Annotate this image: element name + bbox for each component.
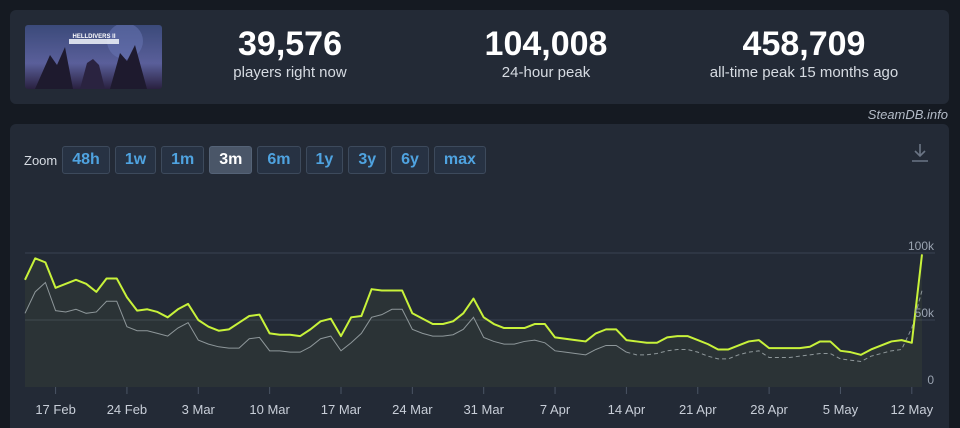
x-tick-label: 14 Apr bbox=[608, 402, 646, 417]
zoom-bar: Zoom 48h 1w 1m 3m 6m 1y 3y 6y max bbox=[24, 146, 491, 174]
download-chart-button[interactable] bbox=[909, 142, 931, 164]
x-tick-label: 31 Mar bbox=[463, 402, 504, 417]
zoom-button-1y[interactable]: 1y bbox=[305, 146, 344, 174]
zoom-button-6y[interactable]: 6y bbox=[391, 146, 429, 174]
y-tick-label: 100k bbox=[908, 239, 935, 253]
svg-text:HELLDIVERS II: HELLDIVERS II bbox=[72, 34, 115, 40]
stat-24h-peak: 104,008 24-hour peak bbox=[436, 24, 656, 82]
x-tick-label: 5 May bbox=[823, 402, 859, 417]
players-area bbox=[25, 254, 922, 387]
x-tick-label: 17 Feb bbox=[35, 402, 75, 417]
stat-current-players: 39,576 players right now bbox=[180, 24, 400, 82]
x-tick-label: 7 Apr bbox=[540, 402, 571, 417]
x-tick-label: 3 Mar bbox=[182, 402, 216, 417]
chart-series bbox=[24, 254, 923, 387]
zoom-options: 48h 1w 1m 3m 6m 1y 3y 6y max bbox=[62, 146, 491, 174]
zoom-button-3y[interactable]: 3y bbox=[348, 146, 387, 174]
average-players-line-dashed bbox=[626, 290, 923, 363]
chart-panel: 0 50k 100k 17 Feb 24 Feb 3 Mar 10 Mar 17 Mar 24… bbox=[10, 124, 949, 428]
peak-24h-value: 104,008 bbox=[484, 25, 608, 63]
x-axis-ticks: 17 Feb 24 Feb 3 Mar 10 Mar 17 Mar 24 Mar 31 Ma… bbox=[35, 387, 934, 417]
zoom-button-max[interactable]: max bbox=[433, 146, 486, 174]
players-line bbox=[24, 254, 923, 356]
current-players-value: 39,576 bbox=[238, 25, 342, 63]
current-players-label: players right now bbox=[233, 64, 347, 81]
zoom-button-1m[interactable]: 1m bbox=[161, 146, 205, 174]
average-players-line bbox=[24, 281, 627, 356]
y-tick-label: 50k bbox=[915, 306, 935, 320]
x-tick-label: 12 May bbox=[890, 402, 933, 417]
game-cover-image: HELLDIVERS II bbox=[25, 25, 162, 89]
all-time-peak-value: 458,709 bbox=[742, 25, 866, 63]
stats-panel: HELLDIVERS II 39,576 players right now 1… bbox=[10, 10, 949, 104]
zoom-button-3m[interactable]: 3m bbox=[209, 146, 253, 174]
steamdb-credit[interactable]: SteamDB.info bbox=[867, 107, 948, 122]
chart-grid bbox=[25, 252, 935, 321]
player-count-chart[interactable]: 0 50k 100k 17 Feb 24 Feb 3 Mar 10 Mar 17 Mar 24… bbox=[10, 124, 949, 428]
zoom-button-1w[interactable]: 1w bbox=[114, 146, 157, 174]
zoom-button-6m[interactable]: 6m bbox=[257, 146, 301, 174]
y-tick-label: 0 bbox=[927, 373, 934, 387]
x-tick-label: 24 Feb bbox=[107, 402, 147, 417]
zoom-label: Zoom bbox=[24, 152, 58, 168]
x-tick-label: 17 Mar bbox=[321, 402, 362, 417]
x-tick-label: 10 Mar bbox=[249, 402, 290, 417]
all-time-peak-label: all-time peak 15 months ago bbox=[709, 64, 899, 81]
x-tick-label: 24 Mar bbox=[392, 402, 433, 417]
stat-all-time-peak: 458,709 all-time peak 15 months ago bbox=[694, 24, 914, 82]
download-icon bbox=[912, 144, 928, 162]
x-tick-label: 21 Apr bbox=[679, 402, 717, 417]
x-tick-label: 28 Apr bbox=[750, 402, 788, 417]
y-axis-ticks: 0 50k 100k bbox=[908, 239, 935, 387]
peak-24h-label: 24-hour peak bbox=[501, 64, 591, 81]
zoom-button-48h[interactable]: 48h bbox=[62, 146, 110, 174]
game-thumbnail[interactable]: HELLDIVERS II bbox=[25, 25, 162, 89]
